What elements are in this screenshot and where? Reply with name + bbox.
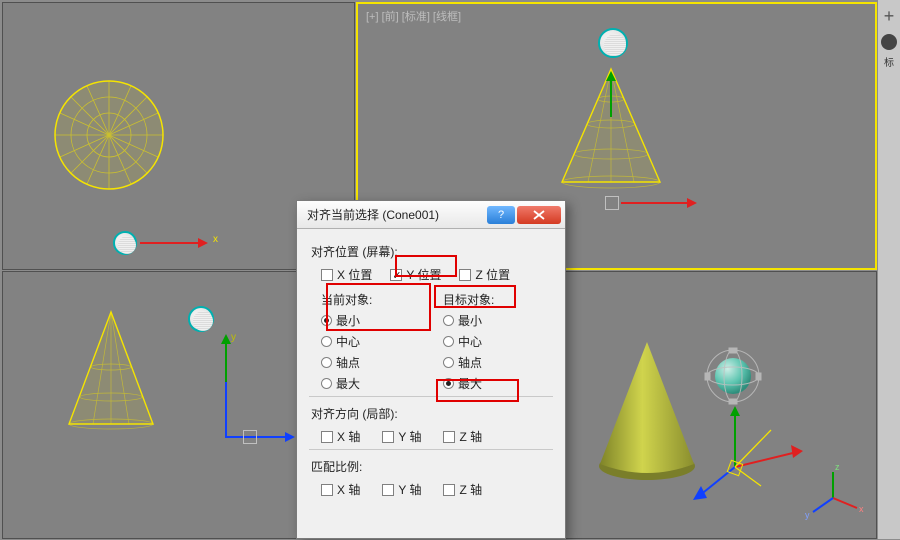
selection-box-bl bbox=[243, 430, 257, 444]
scale-row: X 轴 Y 轴 Z 轴 bbox=[321, 481, 553, 498]
radio-cur-max[interactable] bbox=[321, 378, 332, 389]
sphere-widget-top bbox=[598, 28, 628, 58]
label-z-pos: Z 位置 bbox=[475, 266, 510, 283]
selection-box bbox=[605, 196, 619, 210]
checkbox-z-pos[interactable] bbox=[459, 269, 471, 281]
checkbox-z-axis[interactable] bbox=[443, 431, 455, 443]
checkbox-scale-x[interactable] bbox=[321, 484, 333, 496]
label-y-pos: Y 位置 bbox=[406, 266, 441, 283]
label-x-pos: X 位置 bbox=[337, 266, 372, 283]
modify-icon[interactable] bbox=[881, 34, 897, 50]
label-x-axis: X 轴 bbox=[337, 428, 360, 445]
current-object-col: 当前对象: 最小 中心 轴点 最大 bbox=[309, 289, 431, 396]
dialog-title: 对齐当前选择 (Cone001) bbox=[307, 206, 485, 223]
radio-cur-min[interactable] bbox=[321, 315, 332, 326]
close-icon bbox=[533, 210, 545, 220]
radio-cur-pivot[interactable] bbox=[321, 357, 332, 368]
radio-tgt-pivot[interactable] bbox=[443, 357, 454, 368]
checkbox-scale-y[interactable] bbox=[382, 484, 394, 496]
target-obj-title: 目标对象: bbox=[443, 291, 553, 308]
sphere-widget-bl bbox=[188, 306, 214, 332]
current-obj-title: 当前对象: bbox=[321, 291, 431, 308]
panel-label: 标 bbox=[878, 54, 900, 69]
group-orient-title: 对齐方向 (局部): bbox=[311, 405, 553, 422]
radio-tgt-max[interactable] bbox=[443, 378, 454, 389]
label-cur-pivot: 轴点 bbox=[336, 354, 360, 371]
label-tgt-pivot: 轴点 bbox=[458, 354, 482, 371]
align-dialog: 对齐当前选择 (Cone001) ? 对齐位置 (屏幕): X 位置 Y 位置 … bbox=[296, 200, 566, 539]
help-button[interactable]: ? bbox=[487, 206, 515, 224]
label-y-axis: Y 轴 bbox=[398, 428, 421, 445]
label-scale-z: Z 轴 bbox=[459, 481, 482, 498]
x-axis-label: x bbox=[213, 234, 218, 245]
label-z-axis: Z 轴 bbox=[459, 428, 482, 445]
label-scale-x: X 轴 bbox=[337, 481, 360, 498]
checkbox-x-axis[interactable] bbox=[321, 431, 333, 443]
svg-text:x: x bbox=[859, 504, 864, 514]
checkbox-scale-z[interactable] bbox=[443, 484, 455, 496]
radio-cur-center[interactable] bbox=[321, 336, 332, 347]
checkbox-y-axis[interactable] bbox=[382, 431, 394, 443]
position-row: X 位置 Y 位置 Z 位置 bbox=[321, 266, 553, 283]
svg-text:z: z bbox=[835, 462, 840, 472]
dialog-body: 对齐位置 (屏幕): X 位置 Y 位置 Z 位置 当前对象: 最小 中心 轴点… bbox=[297, 229, 565, 510]
titlebar[interactable]: 对齐当前选择 (Cone001) ? bbox=[297, 201, 565, 229]
radio-tgt-center[interactable] bbox=[443, 336, 454, 347]
label-scale-y: Y 轴 bbox=[398, 481, 421, 498]
checkbox-x-pos[interactable] bbox=[321, 269, 333, 281]
target-object-col: 目标对象: 最小 中心 轴点 最大 bbox=[431, 289, 553, 396]
sphere-icon bbox=[113, 231, 137, 255]
radio-tgt-min[interactable] bbox=[443, 315, 454, 326]
close-button[interactable] bbox=[517, 206, 561, 224]
label-tgt-min: 最小 bbox=[458, 312, 482, 329]
label-tgt-center: 中心 bbox=[458, 333, 482, 350]
label-cur-min: 最小 bbox=[336, 312, 360, 329]
label-cur-center: 中心 bbox=[336, 333, 360, 350]
label-tgt-max: 最大 bbox=[458, 375, 482, 392]
create-plus-icon[interactable]: + bbox=[879, 4, 899, 28]
y-axis-label: y bbox=[231, 332, 236, 343]
group-position-title: 对齐位置 (屏幕): bbox=[311, 243, 553, 260]
label-cur-max: 最大 bbox=[336, 375, 360, 392]
group-scale-title: 匹配比例: bbox=[311, 458, 553, 475]
orient-row: X 轴 Y 轴 Z 轴 bbox=[321, 428, 553, 445]
right-panel: + 标 bbox=[878, 0, 900, 539]
checkbox-y-pos[interactable] bbox=[390, 269, 402, 281]
svg-text:y: y bbox=[805, 510, 810, 520]
